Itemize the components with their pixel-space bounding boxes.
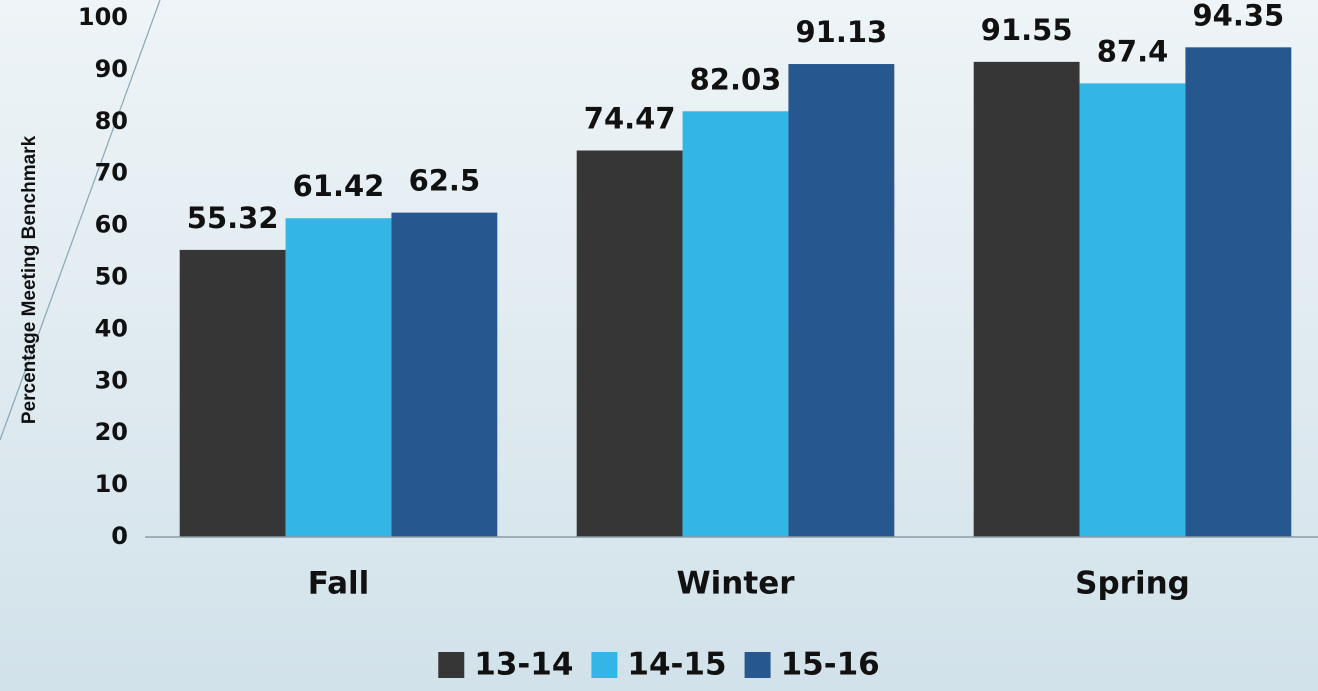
- y-tick-label: 80: [95, 107, 128, 135]
- y-tick-label: 20: [95, 418, 128, 446]
- bar: [179, 249, 286, 537]
- y-tick-label: 90: [95, 55, 128, 83]
- bar: [391, 212, 498, 537]
- legend-swatch: [591, 652, 618, 678]
- x-tick-label: Spring: [1075, 566, 1190, 602]
- legend-swatch: [438, 652, 465, 678]
- bar: [1185, 47, 1292, 538]
- y-tick-label: 100: [78, 3, 128, 31]
- legend-swatch: [744, 652, 771, 678]
- data-label: 91.13: [795, 15, 887, 49]
- data-label: 61.42: [293, 169, 385, 203]
- x-tick-label: Winter: [676, 566, 795, 602]
- y-tick-label: 60: [95, 211, 128, 239]
- y-tick-label: 50: [95, 263, 128, 291]
- data-label: 74.47: [584, 102, 676, 136]
- data-label: 94.35: [1192, 0, 1284, 32]
- legend-label: 13-14: [474, 647, 573, 683]
- y-tick-label: 30: [95, 366, 128, 394]
- legend-label: 14-15: [627, 647, 726, 683]
- data-label: 87.4: [1097, 34, 1169, 68]
- decor-line: [0, 0, 161, 441]
- bar: [973, 61, 1080, 537]
- plot: 0 10 20 30 40 50 60 70 80 90 100 55.32 61.42 62.5 Fall…: [78, 0, 1318, 683]
- bar: [682, 111, 789, 538]
- data-label: 82.03: [690, 62, 782, 96]
- y-tick-label: 10: [95, 470, 128, 498]
- bar: [576, 150, 683, 537]
- y-tick-label: 40: [95, 314, 128, 342]
- legend-label: 15-16: [781, 647, 880, 683]
- bar: [1079, 83, 1186, 538]
- y-tick-label: 70: [95, 159, 128, 187]
- y-axis-label: Percentage Meeting Benchmark: [19, 135, 40, 424]
- x-tick-label: Fall: [308, 566, 370, 602]
- data-label: 55.32: [187, 201, 279, 235]
- data-label: 91.55: [981, 13, 1073, 47]
- bar: [788, 64, 895, 537]
- y-tick-label: 0: [111, 522, 128, 550]
- bar: [285, 218, 392, 537]
- data-label: 62.5: [409, 164, 481, 198]
